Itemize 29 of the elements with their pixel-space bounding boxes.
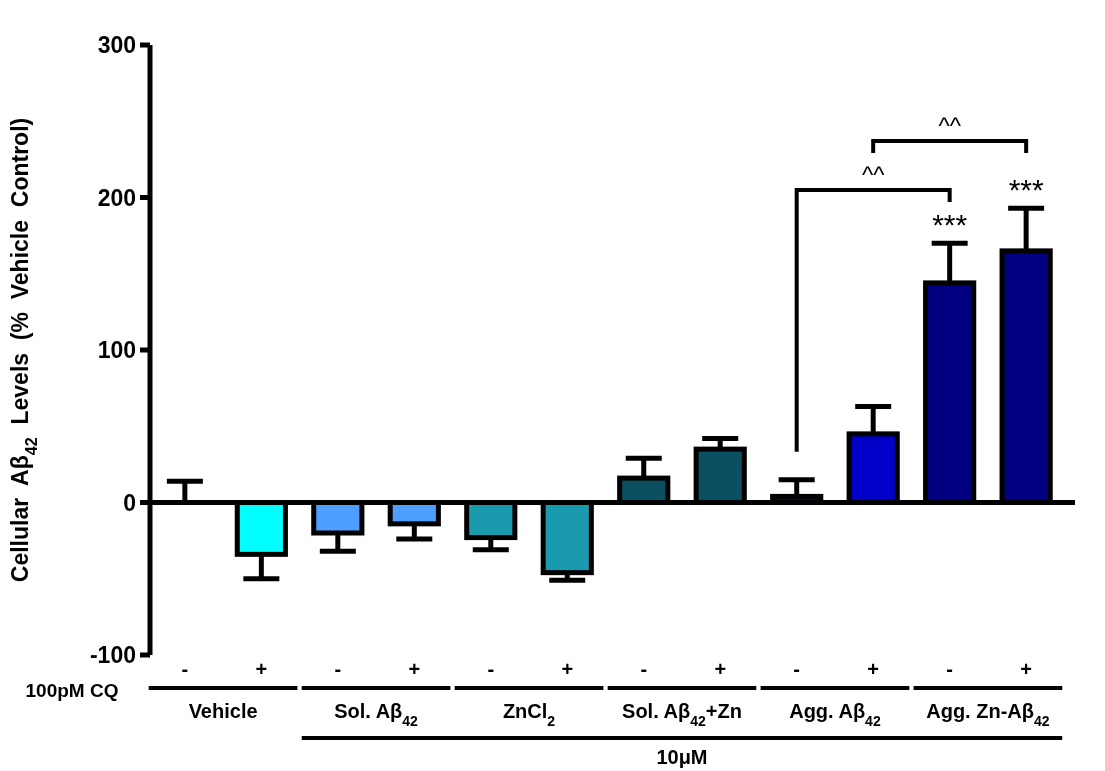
y-tick-label: -100 <box>89 642 136 669</box>
text: Sol. Aβ$_{42}$+Zn <box>622 700 742 729</box>
y-tick-label: 100 <box>97 337 136 364</box>
annotation: ^^ <box>861 161 886 188</box>
x-tick-label: + <box>408 658 421 680</box>
x-tick-label: + <box>714 658 727 680</box>
x-tick-label: + <box>867 658 880 680</box>
text: ZnCl$_{2}$ <box>502 700 556 729</box>
text: 10μM <box>656 746 708 768</box>
y-tick-label: 300 <box>97 32 136 59</box>
x-tick-label: - <box>181 658 189 680</box>
x-tick-label: + <box>561 658 574 680</box>
x-tick-label: - <box>640 658 648 680</box>
text: Agg. Zn-Aβ$_{42}$ <box>926 700 1050 729</box>
text: Vehicle <box>188 700 258 722</box>
annotation: *** <box>1008 173 1044 207</box>
text: Sol. Aβ$_{42}$ <box>334 700 419 729</box>
y-tick-label: 200 <box>97 184 136 211</box>
x-tick-label: - <box>793 658 801 680</box>
x-tick-label: + <box>1020 658 1032 680</box>
annotation: *** <box>932 208 968 242</box>
x-tick-label: + <box>255 658 268 680</box>
x-tick-label: - <box>487 658 495 680</box>
x-tick-label: - <box>946 658 953 680</box>
text: Agg. Aβ$_{42}$ <box>789 700 881 729</box>
text: 100pM CQ <box>25 680 119 701</box>
annotation: ^^ <box>938 112 962 139</box>
y-tick-label: 0 <box>123 489 136 516</box>
x-tick-label: - <box>334 658 342 680</box>
